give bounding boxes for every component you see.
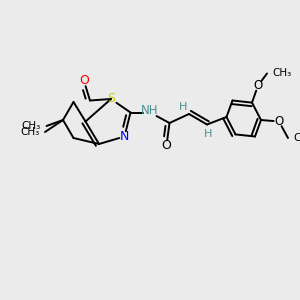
Text: N: N: [120, 130, 129, 143]
Text: S: S: [107, 92, 115, 106]
Text: O: O: [254, 79, 262, 92]
Text: NH: NH: [141, 103, 159, 117]
Text: CH₃: CH₃: [20, 127, 40, 137]
Text: O: O: [162, 139, 171, 152]
Text: O: O: [79, 74, 89, 88]
Text: H: H: [179, 101, 187, 112]
Text: O: O: [274, 115, 284, 128]
Text: CH₃: CH₃: [272, 68, 292, 79]
Text: H: H: [204, 128, 213, 139]
Text: CH₃: CH₃: [22, 121, 41, 131]
Text: CH₃: CH₃: [293, 133, 300, 143]
